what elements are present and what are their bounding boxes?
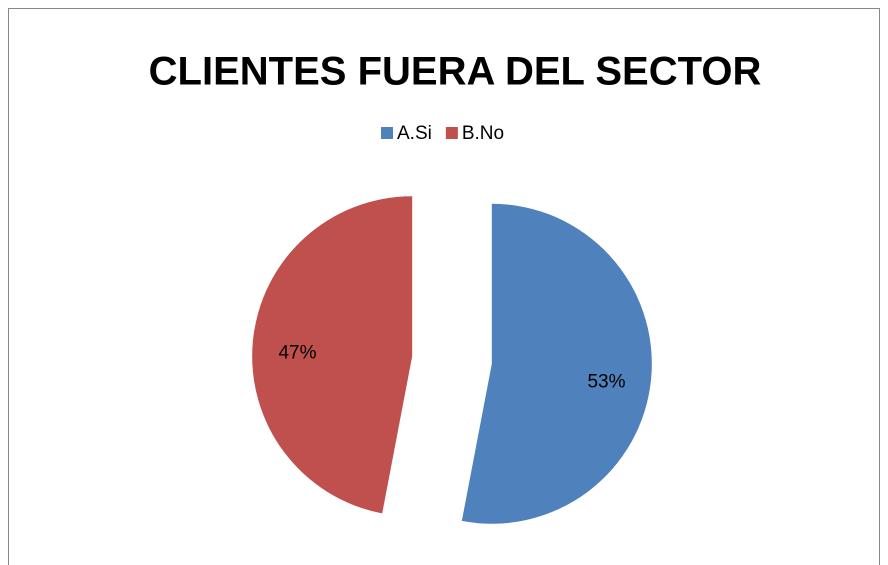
legend-label: A.Si bbox=[397, 123, 432, 144]
data-label: 47% bbox=[278, 342, 316, 363]
legend-swatch bbox=[381, 127, 393, 139]
legend-label: B.No bbox=[462, 123, 504, 144]
data-label: 53% bbox=[587, 372, 625, 393]
legend-swatch bbox=[445, 127, 458, 139]
pie-slice bbox=[252, 196, 413, 514]
pie-slice bbox=[461, 203, 652, 524]
chart-title: CLIENTES FUERA DEL SECTOR bbox=[149, 50, 762, 94]
chart-frame bbox=[8, 8, 880, 565]
